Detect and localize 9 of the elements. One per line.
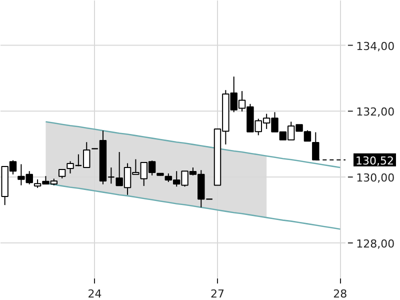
x-tick-label: 24 — [88, 288, 102, 300]
y-tick-label: 128,00 — [356, 237, 395, 250]
x-tick-label: 28 — [333, 288, 348, 300]
y-tick-label: 134,00 — [356, 40, 395, 53]
line-series — [45, 121, 341, 168]
y-tick-label: 130,00 — [356, 172, 395, 185]
ref-line-label: 130,52 — [356, 154, 394, 168]
x-tick-label: 27 — [210, 288, 224, 300]
y-tick-label: 132,00 — [356, 106, 395, 119]
